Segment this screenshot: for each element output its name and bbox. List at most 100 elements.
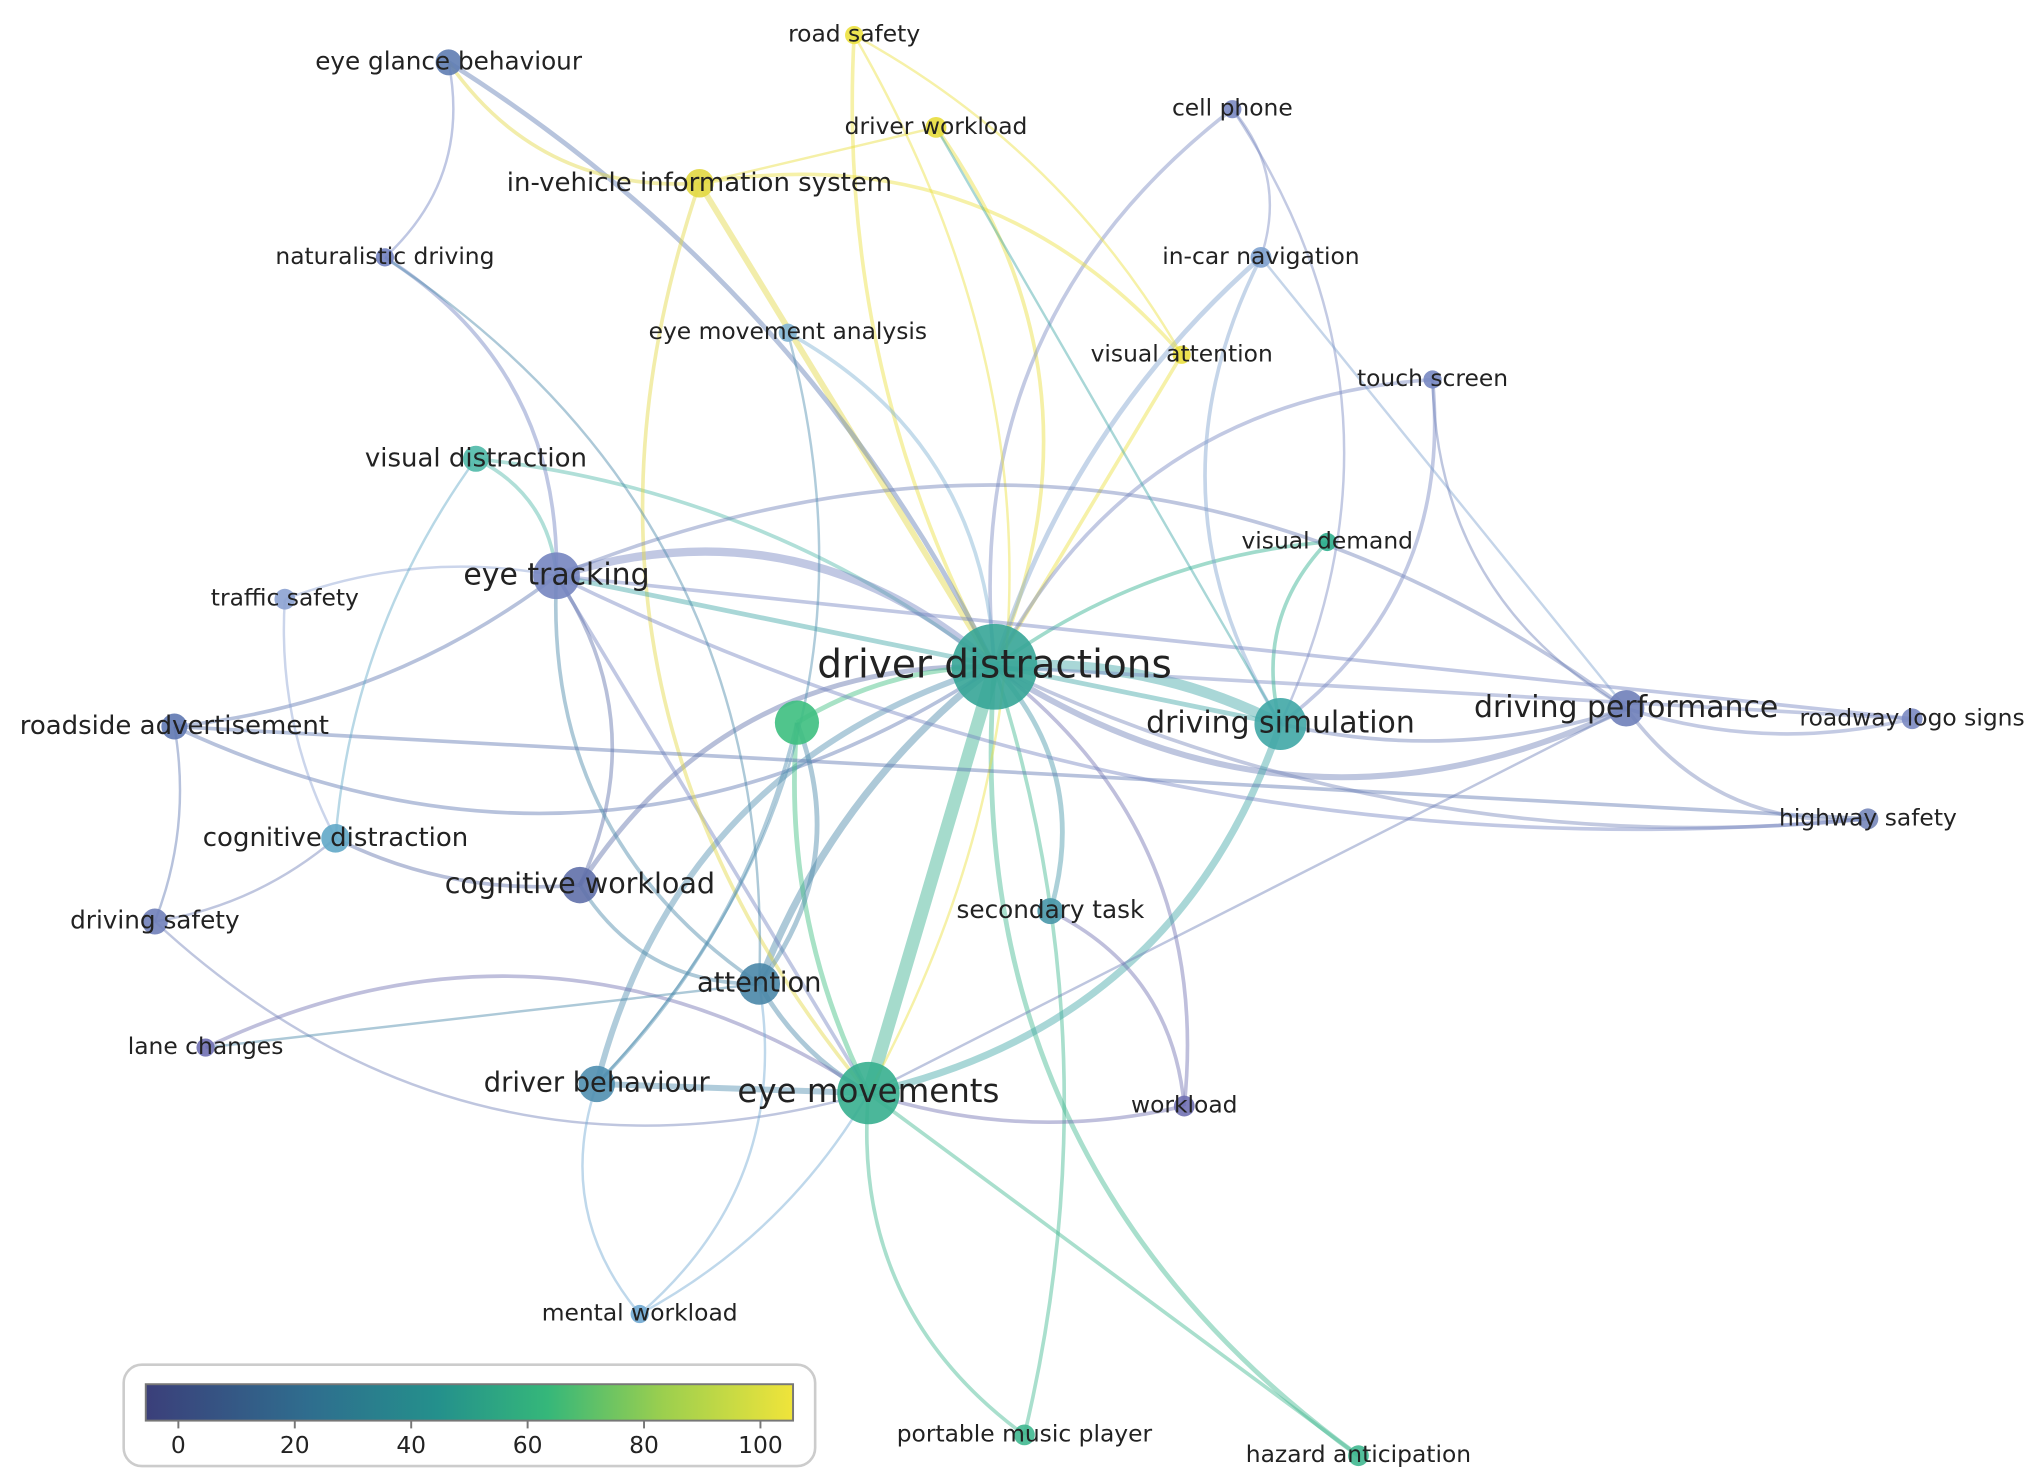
edge bbox=[384, 256, 762, 984]
edge bbox=[383, 255, 559, 576]
edge bbox=[173, 665, 996, 816]
node bbox=[141, 908, 168, 935]
edge bbox=[853, 34, 1011, 1094]
node bbox=[738, 963, 781, 1005]
node bbox=[1348, 1445, 1369, 1467]
node bbox=[578, 1065, 615, 1103]
node bbox=[561, 866, 599, 904]
edge bbox=[988, 107, 1234, 667]
node-label: eye movements bbox=[737, 1072, 999, 1110]
node-label: roadway logo signs bbox=[1800, 703, 2025, 731]
node-label: visual demand bbox=[1241, 526, 1413, 554]
node bbox=[196, 1038, 215, 1057]
edge bbox=[595, 722, 799, 1086]
edge bbox=[555, 574, 1869, 832]
node-label: eye glance behaviour bbox=[315, 46, 583, 75]
edge bbox=[154, 920, 869, 1127]
node bbox=[1423, 370, 1442, 389]
edge bbox=[205, 982, 760, 1049]
node-label: in-vehicle information system bbox=[507, 168, 892, 198]
edge bbox=[864, 1092, 1026, 1437]
edge bbox=[153, 726, 182, 922]
node-label: visual distraction bbox=[365, 443, 587, 473]
edge bbox=[992, 666, 1067, 1436]
edge bbox=[1259, 256, 1628, 710]
node bbox=[774, 700, 820, 745]
edge bbox=[593, 663, 996, 1085]
tick-label: 40 bbox=[396, 1431, 426, 1459]
edge bbox=[334, 836, 581, 889]
edge bbox=[640, 182, 870, 1095]
edge bbox=[988, 666, 1360, 1458]
node bbox=[1318, 532, 1337, 552]
node-label: driving simulation bbox=[1146, 705, 1415, 740]
edge bbox=[556, 573, 1913, 721]
edge bbox=[1279, 379, 1437, 726]
edge bbox=[1624, 707, 1869, 822]
edge bbox=[755, 663, 997, 986]
node-label: cognitive distraction bbox=[203, 823, 469, 853]
edge bbox=[757, 721, 820, 986]
edge bbox=[596, 1080, 869, 1097]
edge bbox=[994, 664, 1913, 721]
edge bbox=[174, 724, 1869, 821]
node-label: highway safety bbox=[1779, 803, 1957, 831]
node-label: naturalistic driving bbox=[275, 242, 494, 270]
tick-label: 60 bbox=[513, 1431, 543, 1459]
edge bbox=[993, 665, 1869, 830]
node bbox=[274, 588, 296, 610]
node bbox=[1607, 690, 1645, 727]
node-label: touch screen bbox=[1357, 364, 1508, 392]
node bbox=[925, 116, 947, 138]
node-label: portable music player bbox=[897, 1419, 1153, 1447]
edge bbox=[993, 665, 1190, 1107]
edge bbox=[1280, 706, 1627, 743]
edge bbox=[934, 126, 1282, 725]
node bbox=[1901, 708, 1923, 730]
node bbox=[1037, 898, 1064, 925]
edge bbox=[577, 664, 995, 887]
edge bbox=[853, 34, 1183, 356]
node-label: cell phone bbox=[1172, 94, 1293, 122]
edge bbox=[992, 353, 1184, 668]
tick-label: 100 bbox=[738, 1431, 783, 1459]
edge bbox=[556, 573, 1281, 727]
edge bbox=[555, 547, 998, 670]
edge bbox=[1271, 540, 1329, 725]
edge bbox=[638, 983, 767, 1315]
edge bbox=[862, 664, 1001, 1095]
node bbox=[778, 323, 797, 342]
node-label: cognitive workload bbox=[445, 866, 715, 900]
node bbox=[533, 552, 580, 600]
edge bbox=[174, 574, 558, 729]
node-label: attention bbox=[697, 967, 821, 998]
node-label: roadside advertisement bbox=[20, 711, 329, 741]
color-scale bbox=[144, 1383, 795, 1422]
node bbox=[837, 1061, 900, 1125]
node bbox=[630, 1304, 649, 1324]
node-label: traffic safety bbox=[211, 584, 359, 612]
node-label: driving performance bbox=[1474, 690, 1778, 725]
edge bbox=[992, 255, 1263, 668]
node-label: secondary task bbox=[957, 895, 1145, 924]
edge bbox=[867, 722, 1284, 1097]
node-label: mental workload bbox=[542, 1299, 738, 1327]
node bbox=[375, 248, 395, 267]
nodes bbox=[141, 25, 1923, 1467]
node-label: eye tracking bbox=[463, 557, 649, 592]
edge bbox=[993, 540, 1328, 669]
tick-label: 20 bbox=[280, 1431, 310, 1459]
edge bbox=[581, 1083, 641, 1315]
edge bbox=[934, 126, 1046, 668]
node bbox=[1223, 100, 1242, 119]
node-label: visual attention bbox=[1091, 339, 1273, 367]
node bbox=[435, 49, 462, 76]
node-label: driver distractions bbox=[817, 642, 1172, 687]
tick-label: 80 bbox=[629, 1431, 659, 1459]
node bbox=[1173, 1095, 1195, 1117]
edge bbox=[696, 181, 998, 669]
node-label: in-car navigation bbox=[1162, 242, 1359, 270]
edge bbox=[867, 707, 1627, 1095]
edge bbox=[282, 599, 337, 839]
